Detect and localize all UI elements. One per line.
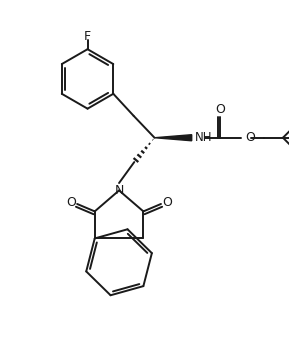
Text: F: F [84, 30, 91, 43]
Text: O: O [162, 196, 172, 209]
Text: N: N [114, 184, 124, 197]
Text: O: O [245, 131, 255, 144]
Text: O: O [66, 196, 76, 209]
Polygon shape [155, 135, 192, 141]
Text: O: O [215, 103, 225, 116]
Text: NH: NH [194, 131, 212, 144]
